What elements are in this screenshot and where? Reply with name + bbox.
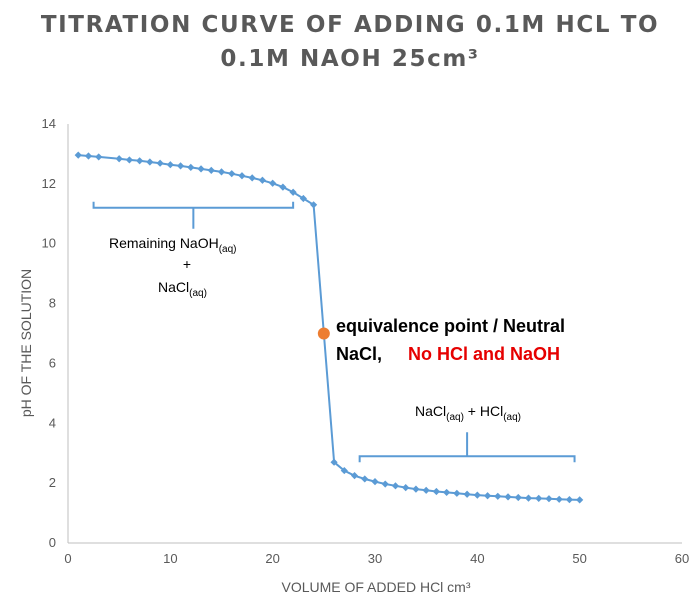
annotation-acid-hcl-sub: (aq) xyxy=(503,412,521,423)
x-tick-label: 60 xyxy=(675,551,689,566)
data-point-marker xyxy=(545,495,553,503)
data-point-marker xyxy=(176,162,185,170)
data-point-marker xyxy=(115,155,123,163)
data-point-marker xyxy=(340,466,348,475)
y-tick-label: 0 xyxy=(49,535,56,550)
data-point-marker xyxy=(443,488,451,497)
data-point-marker xyxy=(84,152,93,160)
data-point-marker xyxy=(463,490,471,498)
data-point-marker xyxy=(330,458,338,466)
data-point-marker xyxy=(391,482,400,490)
annotation-remaining-naoh: Remaining NaOH(aq) xyxy=(109,235,237,255)
brackets-group xyxy=(92,201,576,463)
data-point-marker xyxy=(514,493,522,502)
annotation-acid-nacl-sub: (aq) xyxy=(446,412,464,423)
data-point-marker xyxy=(350,472,359,480)
bracket-excess-acid xyxy=(358,432,576,463)
data-point-marker xyxy=(565,496,574,504)
y-tick-label: 10 xyxy=(42,236,56,251)
equivalence-point-marker xyxy=(317,327,330,340)
data-point-marker xyxy=(146,158,154,166)
annotation-plus: + xyxy=(183,256,191,272)
data-point-marker xyxy=(361,475,369,483)
y-tick-label: 4 xyxy=(49,415,56,430)
data-point-marker xyxy=(217,168,226,176)
data-point-marker xyxy=(412,485,420,493)
data-point-marker xyxy=(197,165,205,173)
y-tick-label: 6 xyxy=(49,355,56,370)
data-point-marker xyxy=(483,492,492,500)
data-point-marker xyxy=(166,161,174,169)
annotation-equivalence-red: No HCl and NaOH xyxy=(408,344,560,364)
annotation-acid-nacl-main: NaCl xyxy=(415,403,446,419)
data-point-marker xyxy=(422,486,430,494)
y-tick-label: 14 xyxy=(42,116,56,131)
data-point-marker xyxy=(258,176,267,184)
data-point-marker xyxy=(207,166,215,174)
annotation-equivalence-line1: equivalence point / Neutral xyxy=(336,316,565,336)
data-point-marker xyxy=(156,159,164,167)
data-point-marker xyxy=(269,179,277,187)
data-point-marker xyxy=(494,492,502,500)
annotation-nacl-sub: (aq) xyxy=(189,288,207,299)
annotation-nacl: NaCl(aq) xyxy=(158,279,207,299)
data-point-marker xyxy=(310,201,318,209)
y-tick-label: 12 xyxy=(42,176,56,191)
annotation-remaining-main: Remaining NaOH xyxy=(109,235,219,251)
data-point-marker xyxy=(125,156,133,164)
data-point-marker xyxy=(228,170,236,178)
data-point-marker xyxy=(279,183,287,191)
y-tick-label: 8 xyxy=(49,296,56,311)
x-tick-label: 30 xyxy=(368,551,382,566)
data-point-marker xyxy=(535,494,543,503)
x-tick-label: 50 xyxy=(572,551,586,566)
data-point-marker xyxy=(371,478,379,486)
data-point-marker xyxy=(289,188,297,196)
data-point-marker xyxy=(504,493,512,501)
annotation-acid-plus: + HCl xyxy=(464,403,503,419)
x-axis-label: VOLUME OF ADDED HCl cm³ xyxy=(281,579,470,595)
bracket-excess-base xyxy=(92,201,295,229)
data-point-marker xyxy=(402,484,410,492)
chart-title-line1: TITRATION CURVE OF ADDING 0.1M HCL TO xyxy=(40,12,660,38)
data-point-marker xyxy=(74,151,82,159)
annotation-equivalence-nacl: NaCl, xyxy=(336,344,382,364)
y-axis-label: pH OF THE SOLUTION xyxy=(18,269,34,417)
x-tick-label: 0 xyxy=(64,551,71,566)
x-tick-label: 40 xyxy=(470,551,484,566)
data-point-marker xyxy=(432,487,440,496)
chart-title-line2: 0.1M NAOH 25cm³ xyxy=(220,46,480,72)
annotation-remaining-sub: (aq) xyxy=(219,244,237,255)
x-tick-label: 10 xyxy=(163,551,177,566)
data-point-marker xyxy=(555,495,563,503)
data-point-marker xyxy=(136,157,144,165)
data-point-marker xyxy=(524,494,533,502)
data-point-marker xyxy=(187,163,195,171)
ticks-group: 0 10 20 30 40 50 60 0 2 4 6 8 10 12 14 xyxy=(42,116,690,566)
data-point-marker xyxy=(238,172,246,180)
annotation-acid-excess: NaCl(aq) + HCl(aq) xyxy=(415,403,521,423)
axes-group xyxy=(67,124,682,544)
annotation-equivalence-line2: NaCl, No HCl and NaOH xyxy=(336,344,560,364)
x-tick-label: 20 xyxy=(265,551,279,566)
data-point-marker xyxy=(576,496,584,504)
series-group xyxy=(74,151,584,504)
data-point-marker xyxy=(299,194,307,203)
annotation-nacl-main: NaCl xyxy=(158,279,189,295)
data-point-marker xyxy=(473,491,481,499)
data-point-marker xyxy=(381,480,389,488)
y-tick-label: 2 xyxy=(49,475,56,490)
data-point-marker xyxy=(95,153,103,161)
data-point-marker xyxy=(248,174,256,182)
data-point-marker xyxy=(453,489,461,497)
